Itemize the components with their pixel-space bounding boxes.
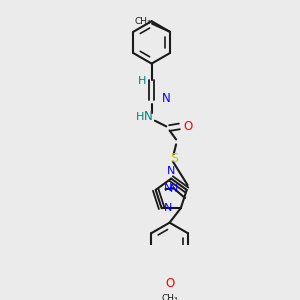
Text: N: N — [164, 203, 172, 213]
Text: H: H — [138, 76, 146, 86]
Text: S: S — [170, 152, 178, 165]
Text: N: N — [167, 166, 176, 176]
Text: N: N — [161, 92, 170, 105]
Text: O: O — [183, 120, 192, 133]
Text: CH₃: CH₃ — [161, 294, 178, 300]
Text: H: H — [136, 112, 144, 122]
Text: N: N — [164, 183, 172, 193]
Text: N: N — [144, 110, 153, 123]
Text: CH₃: CH₃ — [135, 17, 152, 26]
Text: N: N — [170, 184, 178, 194]
Text: O: O — [165, 277, 174, 290]
